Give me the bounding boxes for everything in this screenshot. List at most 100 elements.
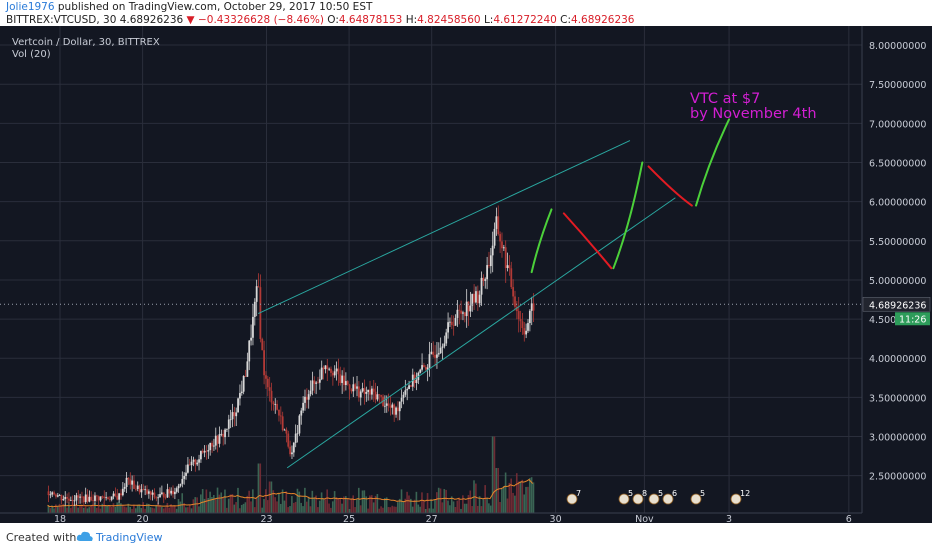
volume-bar [276, 501, 278, 513]
volume-bar [350, 498, 353, 513]
candle-body [463, 312, 466, 317]
price-tick-label: 7.50000000 [869, 80, 926, 91]
projection-down-stroke [562, 212, 613, 270]
candle-body [501, 241, 503, 249]
volume-bar [75, 503, 78, 513]
candle-body [164, 497, 167, 499]
candle-body [147, 491, 150, 494]
price-axis: 8.00000000 7.50000000 7.00000000 6.50000000… [861, 26, 932, 523]
candle-body [532, 303, 535, 311]
volume-bar [86, 508, 89, 513]
candle-body [84, 494, 87, 503]
candle-body [436, 354, 438, 358]
volume-bar [175, 508, 178, 513]
volume-bar [125, 507, 128, 513]
legend-title: Vertcoin / Dollar, 30, BITTREX [12, 37, 160, 48]
volume-bar [305, 501, 308, 513]
volume-bar [313, 497, 315, 513]
time-tick-label: 6 [846, 514, 852, 523]
volume-bar [172, 505, 174, 513]
candle-body [300, 410, 303, 416]
candle-body [173, 491, 176, 495]
volume-bar [480, 506, 483, 513]
volume-bar [235, 502, 237, 513]
candle-body [170, 490, 173, 494]
candle-body [105, 497, 108, 499]
volume-bar [252, 489, 254, 513]
tradingview-cloud-icon[interactable] [76, 529, 94, 543]
volume-bar [397, 502, 399, 513]
candle-body [160, 492, 163, 495]
chart-area[interactable]: Vertcoin / Dollar, 30, BITTREX Vol (20) VT… [0, 26, 932, 523]
volume-bar [318, 500, 321, 513]
volume-bar [196, 497, 198, 513]
candle-body [469, 305, 472, 312]
volume-bar [331, 501, 334, 513]
volume-bar [469, 490, 472, 513]
volume-bar [372, 502, 375, 513]
volume-bar [147, 503, 150, 513]
volume-bar [376, 494, 379, 513]
candle-body [465, 301, 468, 317]
candle-body [127, 477, 130, 480]
volume-bar [426, 493, 429, 513]
price-tick-label: 2.50000000 [869, 472, 926, 483]
candle-body [495, 216, 498, 229]
candle-body [397, 407, 399, 412]
author-link[interactable]: Jolie1976 [6, 1, 55, 13]
candle-body [81, 496, 83, 498]
candle-body [71, 499, 74, 501]
volume-bar [517, 481, 520, 513]
candle-body [404, 390, 407, 395]
volume-bar [514, 495, 516, 513]
candle-body [354, 384, 357, 389]
candle-body [378, 394, 381, 396]
candle-body [519, 319, 522, 322]
event-bubble-icon [730, 493, 742, 505]
volume-bar [142, 502, 144, 513]
volume-bar [361, 490, 364, 513]
candle-body [387, 403, 390, 406]
volume-bar [415, 491, 418, 513]
candle-body [408, 385, 410, 390]
candle-body [298, 415, 301, 434]
volume-bar [324, 499, 327, 513]
candle-body [64, 496, 67, 500]
candle-body [517, 311, 520, 320]
change-value: −0.43326628 (−8.46%) [197, 14, 324, 26]
projection-up-stroke [695, 118, 731, 207]
candle-body [356, 386, 358, 389]
volume-bar [263, 498, 265, 513]
candle-body [488, 265, 490, 267]
candle-body [172, 490, 174, 495]
volume-bar [452, 501, 455, 513]
volume-bar [383, 498, 386, 513]
last-price: 4.68926236 [119, 14, 184, 26]
volume-bar [333, 491, 336, 513]
volume-bar [107, 505, 109, 513]
close-label: C: [560, 14, 572, 26]
candle-body [341, 375, 344, 383]
volume-bar [58, 503, 61, 513]
candle-body [276, 403, 279, 410]
volume-bar [337, 498, 340, 513]
volume-bar [341, 503, 343, 513]
volume-bar [186, 507, 189, 513]
volume-bar [398, 498, 401, 513]
candle-body [313, 380, 316, 384]
volume-bar [307, 496, 310, 513]
candle-body [322, 367, 325, 370]
candle-body [240, 391, 243, 394]
volume-bar [118, 501, 120, 513]
candle-body [205, 450, 208, 452]
volume-bar [346, 498, 349, 513]
candle-body [380, 395, 383, 397]
volume-bar [226, 507, 228, 513]
volume-bar [411, 506, 414, 513]
event-bubble-icon [648, 493, 660, 505]
candle-body [47, 491, 50, 496]
tradingview-brand[interactable]: TradingView [96, 531, 163, 544]
price-tick-label: 6.00000000 [869, 198, 926, 209]
volume-bar [285, 491, 288, 513]
